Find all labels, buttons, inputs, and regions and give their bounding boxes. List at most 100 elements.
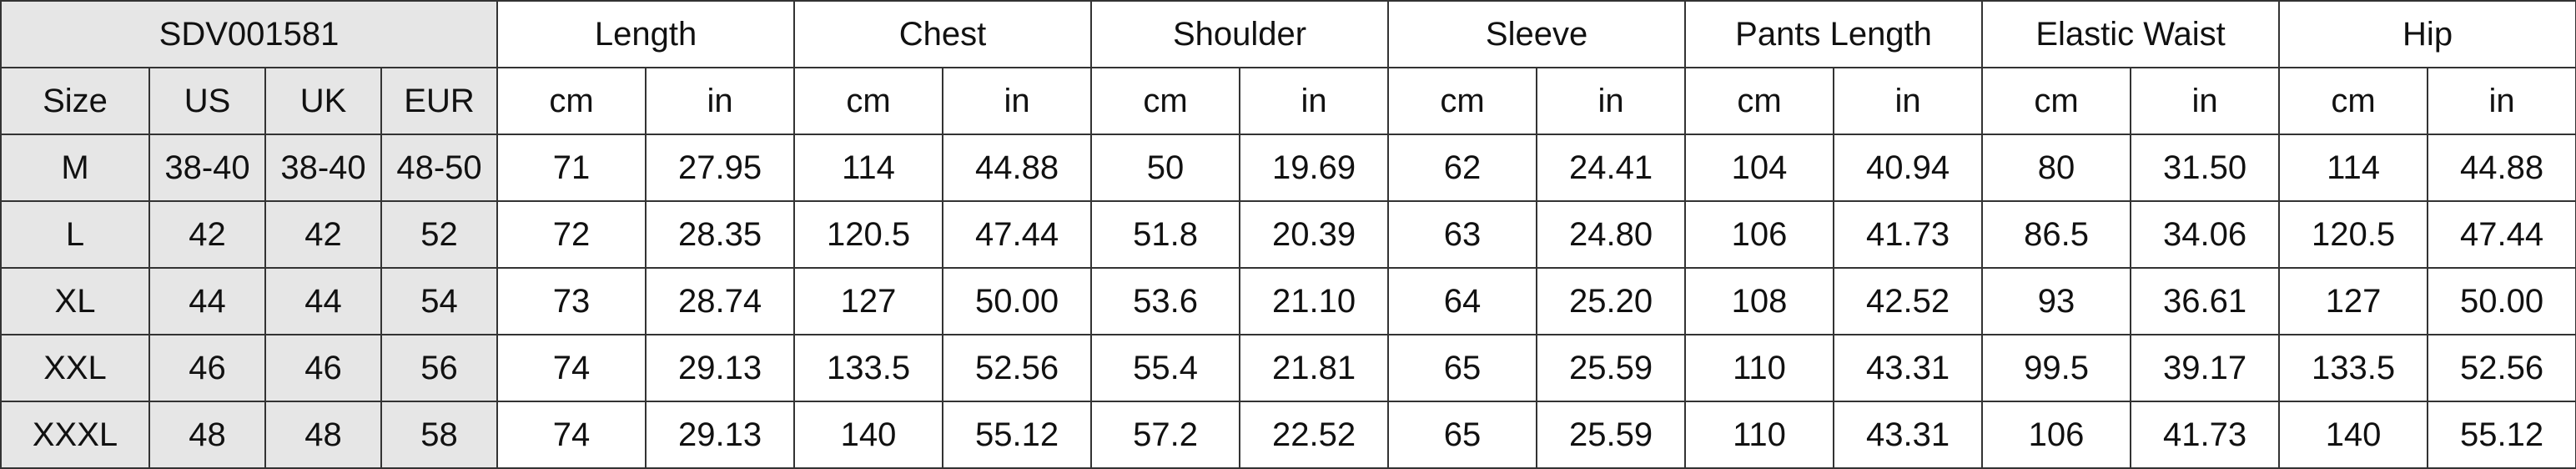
cell-measurement-in: 22.52 [1239, 401, 1390, 469]
cell-measurement-in: 27.95 [645, 134, 796, 202]
cell-measurement-in: 40.94 [1833, 134, 1984, 202]
table-row: XL 44 44 54 73 28.74 127 50.00 53.6 21.10 64 25.20 1… [0, 267, 2576, 335]
unit-cm: cm [1684, 67, 1835, 135]
cell-measurement-in: 50.00 [2427, 267, 2576, 335]
cell-eur: 48-50 [380, 134, 499, 202]
cell-us: 42 [148, 200, 266, 269]
cell-measurement-cm: 140 [793, 401, 944, 469]
unit-cm: cm [1387, 67, 1538, 135]
cell-measurement-in: 21.81 [1239, 334, 1390, 402]
cell-measurement-in: 44.88 [2427, 134, 2576, 202]
unit-in: in [1536, 67, 1687, 135]
unit-in: in [645, 67, 796, 135]
header-row-measurements: SDV001581 Length Chest Shoulder Sleeve P… [0, 0, 2576, 68]
unit-in: in [2130, 67, 2281, 135]
cell-eur: 54 [380, 267, 499, 335]
unit-cm: cm [2278, 67, 2429, 135]
cell-uk: 48 [264, 401, 382, 469]
unit-cm: cm [1981, 67, 2132, 135]
cell-measurement-cm: 74 [496, 334, 647, 402]
cell-measurement-in: 55.12 [2427, 401, 2576, 469]
cell-measurement-cm: 110 [1684, 334, 1835, 402]
cell-uk: 42 [264, 200, 382, 269]
cell-measurement-in: 21.10 [1239, 267, 1390, 335]
cell-size: M [0, 134, 150, 202]
unit-in: in [1833, 67, 1984, 135]
header-chest: Chest [793, 0, 1093, 68]
cell-measurement-cm: 110 [1684, 401, 1835, 469]
header-pants-length: Pants Length [1684, 0, 1984, 68]
unit-cm: cm [496, 67, 647, 135]
cell-measurement-in: 39.17 [2130, 334, 2281, 402]
cell-measurement-in: 41.73 [1833, 200, 1984, 269]
header-row-units: Size US UK EUR cm in cm in cm in cm in cm in cm in c… [0, 67, 2576, 135]
table-row: L 42 42 52 72 28.35 120.5 47.44 51.8 20.39 63 24.80… [0, 200, 2576, 269]
cell-measurement-cm: 106 [1981, 401, 2132, 469]
cell-measurement-in: 29.13 [645, 334, 796, 402]
cell-measurement-in: 28.74 [645, 267, 796, 335]
cell-us: 44 [148, 267, 266, 335]
cell-eur: 52 [380, 200, 499, 269]
cell-measurement-cm: 127 [2278, 267, 2429, 335]
cell-measurement-cm: 50 [1090, 134, 1241, 202]
cell-measurement-cm: 73 [496, 267, 647, 335]
header-hip: Hip [2278, 0, 2576, 68]
cell-measurement-in: 24.80 [1536, 200, 1687, 269]
cell-measurement-in: 50.00 [942, 267, 1093, 335]
cell-size: XXXL [0, 401, 150, 469]
cell-measurement-cm: 133.5 [793, 334, 944, 402]
cell-measurement-in: 29.13 [645, 401, 796, 469]
cell-measurement-in: 25.20 [1536, 267, 1687, 335]
cell-measurement-cm: 140 [2278, 401, 2429, 469]
header-us: US [148, 67, 266, 135]
cell-measurement-in: 20.39 [1239, 200, 1390, 269]
cell-measurement-cm: 57.2 [1090, 401, 1241, 469]
cell-measurement-cm: 71 [496, 134, 647, 202]
cell-measurement-in: 31.50 [2130, 134, 2281, 202]
cell-measurement-cm: 86.5 [1981, 200, 2132, 269]
cell-measurement-in: 44.88 [942, 134, 1093, 202]
cell-measurement-cm: 120.5 [793, 200, 944, 269]
cell-measurement-cm: 93 [1981, 267, 2132, 335]
table-row: M 38-40 38-40 48-50 71 27.95 114 44.88 50 19.69 62… [0, 134, 2576, 202]
cell-measurement-cm: 64 [1387, 267, 1538, 335]
cell-measurement-cm: 65 [1387, 334, 1538, 402]
table-row: XXL 46 46 56 74 29.13 133.5 52.56 55.4 21.81 65 25.… [0, 334, 2576, 402]
cell-eur: 58 [380, 401, 499, 469]
cell-measurement-in: 43.31 [1833, 401, 1984, 469]
cell-measurement-in: 47.44 [942, 200, 1093, 269]
header-elastic-waist: Elastic Waist [1981, 0, 2281, 68]
cell-measurement-cm: 63 [1387, 200, 1538, 269]
header-eur: EUR [380, 67, 499, 135]
cell-us: 48 [148, 401, 266, 469]
cell-measurement-cm: 120.5 [2278, 200, 2429, 269]
cell-measurement-in: 36.61 [2130, 267, 2281, 335]
cell-measurement-in: 25.59 [1536, 334, 1687, 402]
unit-cm: cm [1090, 67, 1241, 135]
header-length: Length [496, 0, 796, 68]
cell-measurement-in: 52.56 [942, 334, 1093, 402]
cell-us: 46 [148, 334, 266, 402]
header-size: Size [0, 67, 150, 135]
cell-measurement-cm: 133.5 [2278, 334, 2429, 402]
cell-measurement-in: 43.31 [1833, 334, 1984, 402]
cell-measurement-cm: 106 [1684, 200, 1835, 269]
cell-measurement-in: 52.56 [2427, 334, 2576, 402]
cell-size: XL [0, 267, 150, 335]
cell-measurement-cm: 114 [2278, 134, 2429, 202]
table-row: XXXL 48 48 58 74 29.13 140 55.12 57.2 22.52 65 25.5… [0, 401, 2576, 469]
cell-measurement-in: 55.12 [942, 401, 1093, 469]
cell-uk: 46 [264, 334, 382, 402]
cell-uk: 44 [264, 267, 382, 335]
cell-eur: 56 [380, 334, 499, 402]
cell-measurement-in: 24.41 [1536, 134, 1687, 202]
cell-measurement-in: 47.44 [2427, 200, 2576, 269]
cell-measurement-cm: 127 [793, 267, 944, 335]
cell-measurement-in: 28.35 [645, 200, 796, 269]
product-code: SDV001581 [0, 0, 499, 68]
cell-measurement-cm: 72 [496, 200, 647, 269]
unit-in: in [1239, 67, 1390, 135]
cell-measurement-cm: 104 [1684, 134, 1835, 202]
cell-measurement-in: 19.69 [1239, 134, 1390, 202]
